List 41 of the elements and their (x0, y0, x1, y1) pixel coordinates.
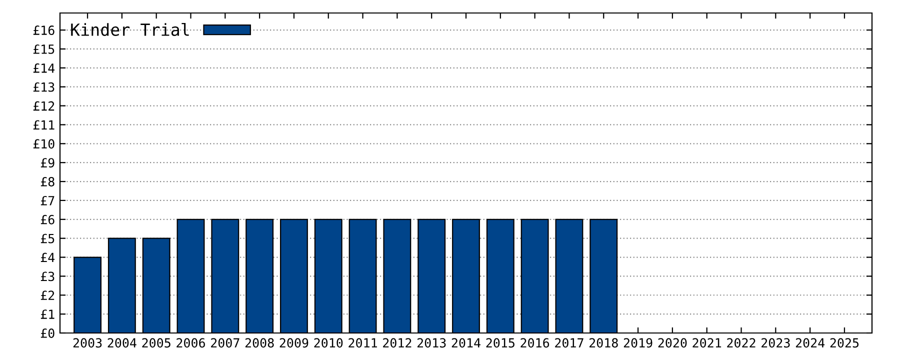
x-tick-label: 2024 (796, 338, 825, 348)
x-tick-label: 2018 (590, 338, 618, 348)
x-tick-label: 2019 (624, 338, 652, 348)
x-tick-label: 2017 (555, 338, 584, 348)
x-tick-label: 2022 (727, 338, 756, 348)
y-tick-label: £13 (33, 82, 54, 92)
x-tick-label: 2008 (245, 338, 274, 348)
x-tick-label: 2015 (486, 338, 514, 348)
x-tick-label: 2021 (692, 338, 722, 348)
y-tick-label: £5 (40, 234, 54, 244)
y-tick-label: £8 (40, 177, 54, 186)
y-tick-label: £14 (33, 63, 55, 73)
x-tick-label: 2014 (452, 338, 480, 348)
x-tick-label: 2025 (830, 338, 859, 348)
y-tick-label: £15 (33, 44, 54, 54)
x-tick-label: 2007 (211, 338, 240, 348)
x-tick-label: 2012 (383, 338, 412, 348)
x-tick-label: 2004 (108, 338, 136, 348)
x-tick-label: 2013 (417, 338, 446, 348)
x-tick-label: 2009 (280, 338, 308, 348)
y-tick-label: £1 (40, 310, 54, 319)
y-tick-label: £3 (40, 272, 54, 282)
y-tick-label: £0 (40, 328, 54, 338)
x-tick-label: 2005 (142, 338, 170, 348)
y-tick-label: £12 (33, 101, 54, 111)
x-tick-label: 2023 (762, 338, 790, 348)
x-tick-label: 2003 (73, 338, 102, 348)
x-tick-label: 2006 (176, 338, 205, 348)
y-tick-label: £2 (40, 290, 54, 300)
x-tick-label: 2011 (348, 338, 377, 348)
y-tick-label: £10 (33, 139, 54, 149)
y-tick-label: £11 (33, 120, 54, 130)
x-tick-label: 2020 (658, 338, 687, 348)
y-tick-label: £16 (33, 26, 54, 35)
x-tick-label: 2010 (314, 338, 343, 348)
y-tick-label: £7 (40, 196, 54, 206)
y-tick-label: £4 (40, 252, 55, 262)
y-tick-label: £6 (40, 214, 54, 224)
legend-label: Kinder Trial (71, 23, 189, 36)
y-tick-label: £9 (40, 158, 54, 168)
x-tick-label: 2016 (520, 338, 550, 348)
